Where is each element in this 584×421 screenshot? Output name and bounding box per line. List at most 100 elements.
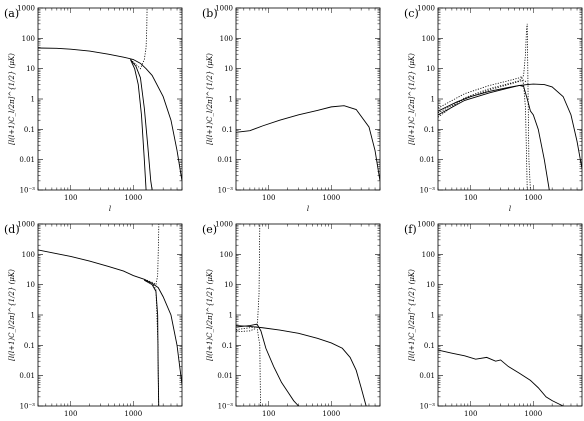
panel-2: 10⁻³ 0.01 0.1 1 10 100 1000 100 1000 l [l(l+1)C_l/… [202,5,381,213]
series-line-2 [438,84,550,190]
y-axis-label: [l(l+1)C_l/2π]^{1/2} (μK) [206,269,214,361]
y-tick-label: 100 [220,35,233,43]
y-tick-label: 0.01 [419,372,435,380]
series-line-1 [236,105,380,181]
y-tick-label: 1 [431,96,435,104]
series-line-4 [130,8,148,70]
x-tick-label: 100 [64,194,77,202]
y-tick-label: 10⁻³ [420,403,436,411]
y-tick-label: 10⁻³ [20,187,36,195]
y-axis-label: [l(l+1)C_l/2π]^{1/2} (μK) [408,53,416,145]
y-tick-label: 10 [426,65,435,73]
x-tick-label: 1000 [524,194,542,202]
series-line-1 [236,325,367,406]
panel-tag: (f) [404,223,417,236]
panel-tag: (c) [404,7,419,20]
y-tick-label: 100 [422,35,435,43]
series-group [438,349,564,406]
y-tick-label: 1000 [215,221,233,229]
series-group [438,23,582,190]
y-tick-label: 10⁻³ [218,187,234,195]
y-tick-label: 1 [229,96,233,104]
panel-tag: (b) [202,7,218,20]
series-group [38,224,182,406]
x-tick-label: 1000 [322,410,340,418]
y-tick-label: 10 [426,281,435,289]
y-tick-label: 1000 [17,5,35,13]
plot-frame [437,223,583,407]
y-tick-label: 1000 [417,5,435,13]
plot-frame [37,223,183,407]
y-tick-label: 100 [22,251,35,259]
series-line-1 [38,47,182,181]
x-tick-label: 100 [262,410,275,418]
y-tick-label: 0.1 [24,126,35,134]
y-tick-label: 100 [422,251,435,259]
y-tick-label: 0.01 [217,372,233,380]
y-tick-label: 0.01 [217,156,233,164]
series-line-3 [144,224,160,286]
y-tick-label: 0.1 [424,342,435,350]
panel-4: 10⁻³0.010.111010010001001000l[l(l+1)C_l/… [4,221,183,418]
y-tick-label: 0.1 [222,342,233,350]
panel-tag: (a) [4,7,19,20]
y-tick-label: 0.01 [19,372,35,380]
series-line-4 [144,279,160,406]
y-tick-label: 0.1 [424,126,435,134]
panel-1: 10⁻³ 0.01 0.1 1 10 100 1000 100 1000 l [l(l+1)C_l/… [4,5,183,213]
series-line-4 [438,75,528,190]
y-axis-label: [l(l+1)C_l/2π]^{1/2} (μK) [8,53,16,145]
y-tick-label: 10 [26,65,35,73]
y-tick-label: 1 [31,312,35,320]
panel-5: 10⁻³0.010.111010010001001000l[l(l+1)C_l/… [202,221,381,418]
panel-tag: (e) [202,223,217,236]
y-tick-label: 10⁻³ [218,403,234,411]
series-line-3 [130,59,147,190]
panel-3: 10⁻³ 0.01 0.1 1 10 100 1000 100 1000 l [l(l+1)C_l/… [404,5,583,213]
series-group [38,8,182,190]
plot-frame [37,7,183,191]
y-tick-label: 0.01 [19,156,35,164]
series-line-3 [236,224,261,333]
series-line-5 [438,79,528,114]
y-tick-label: 10 [26,281,35,289]
x-tick-label: 100 [262,194,275,202]
series-line-3 [438,23,531,190]
panel-6: 10⁻³0.010.111010010001001000l[l(l+1)C_l/… [404,221,583,418]
y-tick-label: 1 [31,96,35,104]
series-line-2 [144,279,160,406]
series-group [236,224,367,406]
x-tick-label: 1000 [322,194,340,202]
x-tick-label: 1000 [524,410,542,418]
y-tick-label: 10⁻³ [420,187,436,195]
y-tick-label: 0.1 [222,126,233,134]
x-tick-label: 100 [464,194,477,202]
y-tick-label: 1 [431,312,435,320]
series-line-2 [236,323,299,406]
y-tick-label: 100 [22,35,35,43]
series-line-4 [236,326,261,406]
x-axis-label: l [109,205,111,213]
x-axis-label: l [307,205,309,213]
y-tick-label: 10⁻³ [20,403,36,411]
x-tick-label: 1000 [124,194,142,202]
y-tick-label: 1000 [417,221,435,229]
series-group [236,105,380,181]
x-axis-label: l [509,205,511,213]
y-tick-label: 10 [224,281,233,289]
plot-frame [235,7,381,191]
plot-frame [437,7,583,191]
x-tick-label: 1000 [124,410,142,418]
y-axis-label: [l(l+1)C_l/2π]^{1/2} (μK) [206,53,214,145]
x-tick-label: 100 [64,410,77,418]
y-tick-label: 0.01 [419,156,435,164]
y-tick-label: 1000 [17,221,35,229]
x-tick-label: 100 [464,410,477,418]
series-line-2 [130,59,153,190]
y-axis-label: [l(l+1)C_l/2π]^{1/2} (μK) [408,269,416,361]
y-tick-label: 1000 [215,5,233,13]
y-tick-label: 100 [220,251,233,259]
y-tick-label: 1 [229,312,233,320]
y-axis-label: [l(l+1)C_l/2π]^{1/2} (μK) [8,269,16,361]
